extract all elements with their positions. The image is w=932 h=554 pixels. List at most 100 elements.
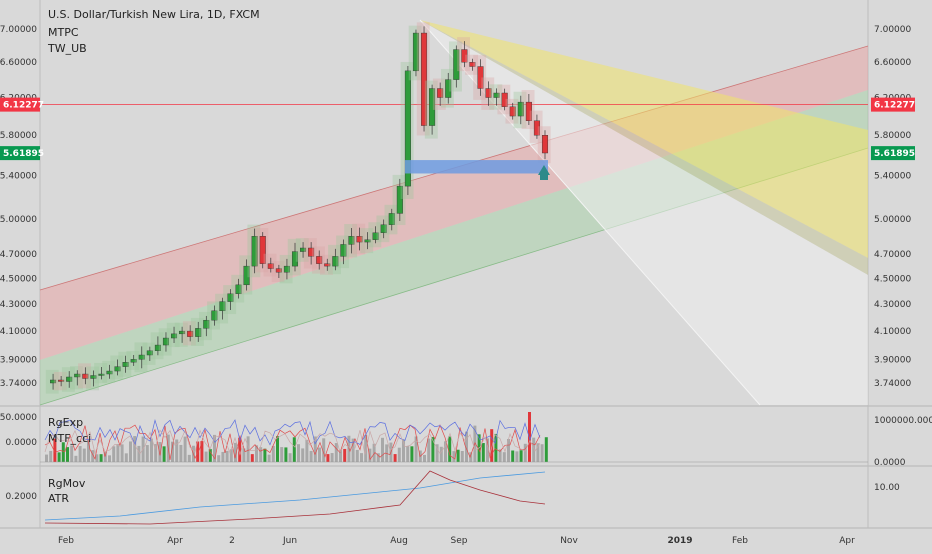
volume-bar — [334, 443, 338, 462]
volume-bar — [456, 449, 460, 462]
candle-body — [429, 88, 436, 126]
candle-body — [461, 49, 468, 63]
candle-body — [82, 373, 89, 379]
candle-body — [154, 344, 161, 351]
price-tag-right-text-green: 5.61895 — [874, 149, 915, 159]
candle-body — [509, 106, 516, 117]
candle-body — [179, 330, 186, 335]
candle-shade — [70, 366, 83, 390]
volume-bar — [129, 441, 132, 462]
volume-bar — [158, 442, 162, 462]
volume-bar — [120, 444, 124, 462]
volume-bar — [95, 454, 99, 462]
candle-body — [372, 232, 379, 240]
volume-bar — [465, 431, 468, 462]
volume-bar — [309, 450, 313, 462]
support-zone — [405, 160, 548, 174]
volume-bar — [360, 453, 363, 462]
price-tick-right-3: 5.80000 — [874, 131, 911, 141]
volume-bar — [322, 438, 326, 462]
volume-bar — [427, 438, 431, 462]
price-tick-left-11: 3.74000 — [0, 379, 37, 389]
volume-bar — [78, 446, 82, 462]
candle-body — [324, 263, 331, 267]
volume-bar — [137, 445, 141, 462]
candle-body — [66, 376, 73, 382]
volume-bar — [313, 436, 317, 462]
volume-bar — [490, 429, 494, 462]
volume-bar — [481, 443, 485, 462]
volume-bar — [364, 434, 368, 462]
rgexp-label: RgExp — [48, 416, 84, 429]
volume-bar — [330, 453, 334, 462]
candle-body — [267, 263, 274, 269]
buy-arrow-stem — [540, 175, 548, 180]
price-tick-left-10: 3.90000 — [0, 355, 37, 365]
candle-body — [146, 350, 153, 356]
atr-label: ATR — [48, 492, 70, 505]
candles-group — [45, 22, 551, 394]
volume-bar — [519, 450, 523, 462]
volume-bar — [410, 446, 414, 462]
candle-body — [501, 92, 508, 107]
volume-bar — [255, 445, 258, 462]
symbol-title: U.S. Dollar/Turkish New Lira, 1D, FXCM — [48, 8, 260, 21]
price-tag-left-text-green: 5.61895 — [3, 149, 44, 159]
candle-body — [251, 236, 258, 267]
fan-white-band — [420, 20, 868, 405]
candle-body — [469, 62, 476, 67]
volume-bar — [133, 436, 137, 462]
candle-body — [171, 333, 178, 339]
price-tick-right-1: 6.60000 — [874, 58, 911, 68]
mtfcci-label: MTF_cci — [48, 432, 92, 445]
candle-body — [74, 373, 81, 378]
candle-body — [58, 379, 65, 382]
volume-bar — [66, 447, 69, 462]
volume-bar — [368, 448, 372, 462]
volume-bar — [217, 455, 221, 462]
sub1-right-tick-1: 0.0000 — [874, 458, 906, 468]
volume-bar — [343, 448, 347, 462]
volume-bar — [402, 439, 405, 462]
price-tick-left-6: 4.70000 — [0, 250, 37, 260]
volume-bar — [280, 447, 284, 462]
sub2-left-tick-0: 0.2000 — [6, 492, 38, 502]
volume-bar — [448, 436, 452, 462]
time-tick-7: 2019 — [667, 536, 692, 546]
candle-body — [243, 265, 250, 286]
volume-bar — [406, 446, 410, 462]
volume-bar — [204, 451, 208, 462]
candle-body — [445, 79, 452, 98]
candle-body — [90, 375, 97, 379]
oscillator-blue-line — [44, 419, 541, 446]
volume-bar — [276, 436, 279, 462]
volume-bar — [301, 448, 305, 462]
time-tick-6: Nov — [560, 536, 578, 546]
volume-bar — [208, 449, 212, 462]
price-tick-left-9: 4.10000 — [0, 327, 37, 337]
volume-bar — [187, 454, 191, 462]
volume-bar — [431, 437, 435, 462]
time-tick-4: Aug — [390, 536, 408, 546]
candle-body — [340, 244, 347, 257]
price-tag-right-red — [871, 97, 915, 112]
volume-bar — [183, 436, 187, 462]
volume-bar — [145, 445, 149, 462]
volume-bar — [318, 447, 321, 462]
oscillator-pink-line — [44, 429, 541, 456]
candle-body — [477, 66, 484, 89]
time-tick-1: Apr — [167, 536, 183, 546]
volume-bar — [486, 438, 489, 462]
volume-bar — [515, 451, 519, 462]
price-tick-left-4: 5.40000 — [0, 172, 37, 182]
candle-body — [525, 101, 532, 121]
candle-body — [364, 239, 371, 243]
price-tick-right-5: 5.00000 — [874, 215, 911, 225]
indicator-label-twub: TW_UB — [48, 42, 87, 55]
time-tick-0: Feb — [58, 536, 74, 546]
candle-body — [300, 247, 307, 252]
volume-bar — [87, 440, 90, 462]
volume-bar — [238, 437, 242, 462]
